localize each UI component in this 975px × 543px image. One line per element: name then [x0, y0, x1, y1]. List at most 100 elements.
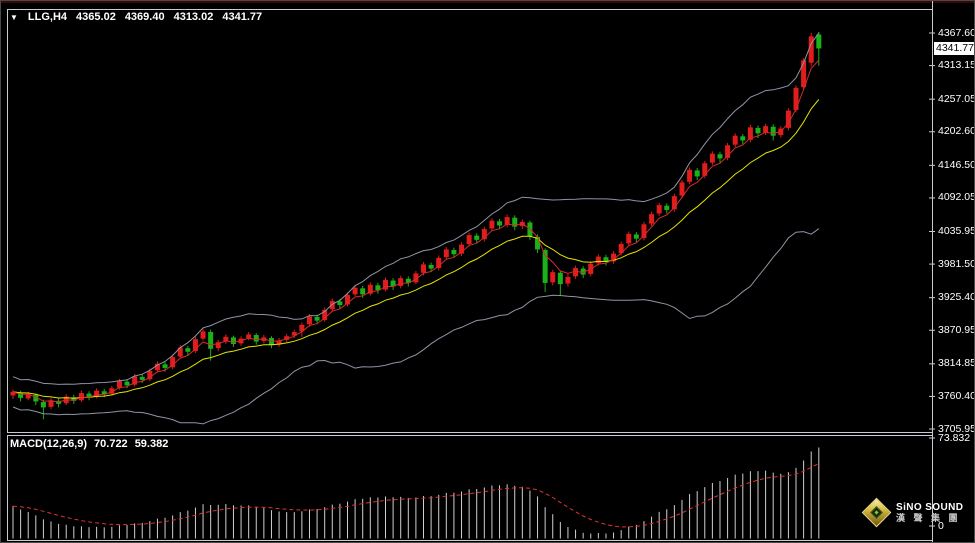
candle-body	[177, 347, 183, 357]
candle-body	[215, 342, 221, 349]
candle-body	[101, 391, 107, 395]
candle-body	[649, 214, 655, 224]
candle-body	[109, 388, 115, 394]
price-axis-separator	[932, 1, 933, 542]
candle-body	[785, 110, 791, 128]
macd-label: MACD(12,26,9)	[10, 438, 88, 450]
candle-body	[428, 264, 434, 269]
candle-body	[25, 394, 31, 399]
candle-body	[147, 370, 153, 380]
main-chart-layer[interactable]	[10, 31, 822, 425]
high-value: 4369.40	[124, 11, 165, 23]
candle-body	[573, 267, 579, 277]
logo-brand-chinese: 漢 聲 集 團	[896, 513, 961, 524]
candle-body	[443, 249, 449, 258]
sino-sound-logo: SiNO SOUND 漢 聲 集 團	[861, 497, 964, 528]
collapse-triangle-icon[interactable]: ▼	[10, 12, 18, 22]
candle-body	[793, 87, 799, 110]
candle-body	[466, 235, 472, 245]
bollinger-upper-band	[12, 32, 820, 385]
macd-indicator-panel[interactable]	[7, 435, 933, 541]
candle-body	[314, 317, 320, 321]
candle-body	[497, 221, 503, 226]
candle-body	[436, 257, 442, 268]
candle-body	[732, 135, 738, 145]
macd-main-value: 70.722	[94, 438, 128, 450]
macd-signal-line	[12, 462, 820, 528]
candle-body	[398, 278, 404, 286]
candle-body	[747, 127, 753, 140]
candle-body	[33, 394, 39, 402]
candle-body	[421, 264, 427, 273]
candle-body	[344, 294, 350, 305]
candle-body	[200, 331, 206, 339]
price-tick-label: 3981.50	[938, 257, 975, 270]
bollinger-lower-band	[12, 228, 820, 425]
close-value: 4341.77	[222, 11, 263, 23]
candle-body	[618, 244, 624, 254]
candle-body	[124, 381, 130, 386]
yellow-ma-line	[12, 99, 820, 399]
price-tick-label: 4035.95	[938, 224, 975, 237]
candle-body	[284, 336, 290, 340]
candle-body	[337, 301, 343, 306]
candle-body	[18, 392, 24, 398]
candle-body	[329, 300, 335, 310]
candle-body	[633, 234, 639, 239]
candle-body	[306, 316, 312, 325]
candle-body	[550, 272, 556, 283]
candle-body	[390, 280, 396, 287]
price-chart-panel[interactable]	[7, 9, 933, 433]
candle-body	[763, 126, 769, 133]
window-top-strip	[1, 1, 974, 3]
red-ma-line	[12, 59, 820, 403]
candle-body	[641, 224, 647, 239]
candle-body	[603, 257, 609, 262]
candle-body	[162, 364, 168, 368]
candle-body	[626, 233, 632, 244]
candle-body	[687, 169, 693, 182]
candle-body	[801, 60, 807, 88]
candle-body	[299, 324, 305, 332]
candle-body	[223, 336, 229, 342]
candle-body	[352, 287, 358, 295]
candle-body	[451, 250, 457, 255]
candle-body	[481, 229, 487, 240]
candle-body	[580, 268, 586, 275]
candle-body	[230, 337, 236, 344]
candle-body	[504, 217, 510, 225]
candle-body	[664, 205, 670, 210]
candle-body	[375, 285, 381, 291]
candle-body	[78, 393, 84, 401]
candle-body	[694, 170, 700, 177]
candle-body	[474, 235, 480, 240]
logo-brand-name: SiNO SOUND	[896, 501, 964, 513]
candle-body	[185, 348, 191, 352]
candle-body	[656, 205, 662, 214]
candle-body	[679, 182, 685, 196]
price-tick-label: 3760.40	[938, 389, 975, 402]
macd-chart-layer[interactable]	[12, 447, 820, 539]
macd-axis-zero-label: 0	[938, 520, 944, 532]
candle-body	[86, 393, 92, 398]
price-tick-label: 3870.95	[938, 323, 975, 336]
low-value: 4313.02	[173, 11, 214, 23]
candle-body	[132, 376, 138, 385]
candle-body	[770, 126, 776, 136]
symbol-timeframe-label: LLG,H4	[27, 11, 68, 23]
price-tick-label: 3925.40	[938, 291, 975, 304]
candle-body	[755, 127, 761, 134]
price-tick-label: 3705.95	[938, 422, 975, 435]
candle-body	[808, 36, 814, 63]
candle-body	[10, 391, 16, 396]
candle-body	[208, 332, 214, 349]
candle-body	[557, 272, 563, 285]
candle-body	[322, 309, 328, 321]
candle-body	[542, 250, 548, 283]
price-tick-label: 4313.15	[938, 59, 975, 72]
candle-body	[702, 163, 708, 176]
candle-body	[71, 397, 77, 401]
candle-body	[717, 154, 723, 159]
